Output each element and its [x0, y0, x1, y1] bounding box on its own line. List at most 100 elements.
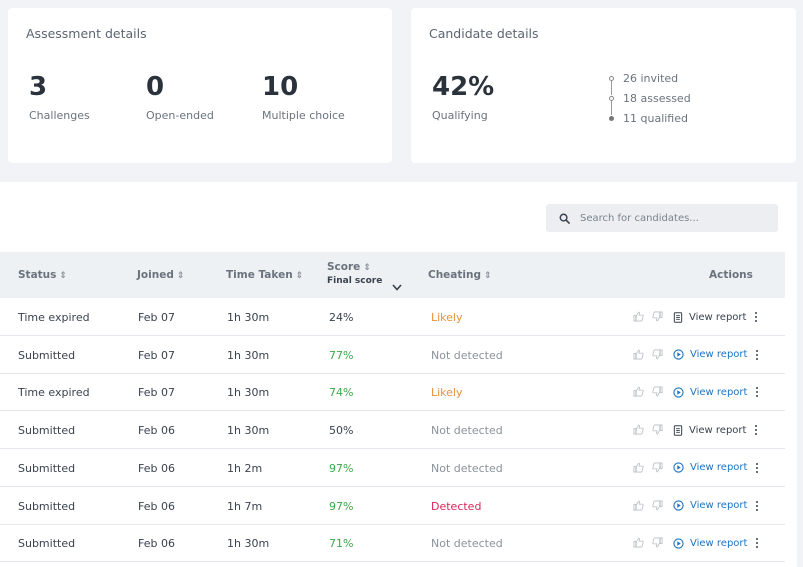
play-icon — [673, 387, 687, 398]
view-report-label: View report — [690, 500, 748, 511]
table-row[interactable]: Submitted Feb 06 1h 30m 71% Not detected View… — [0, 524, 785, 563]
more-options-icon[interactable] — [755, 349, 759, 360]
view-report-button[interactable]: View report — [673, 349, 747, 360]
stat-qualifying: 42% Qualifying — [432, 72, 494, 122]
thumbs-up-icon[interactable] — [633, 462, 645, 474]
thumbs-up-icon[interactable] — [633, 311, 645, 323]
stat-label: Open-ended — [146, 109, 214, 122]
row-actions: View report — [633, 421, 758, 439]
view-report-button[interactable]: View report — [673, 425, 746, 436]
search-icon — [552, 213, 576, 224]
score-cell: 24% — [329, 311, 354, 324]
thumbs-down-icon[interactable] — [652, 386, 664, 398]
header-cheating[interactable]: Cheating ⇕ — [428, 269, 492, 281]
thumbs-up-icon[interactable] — [633, 500, 645, 512]
joined-cell: Feb 06 — [138, 537, 175, 551]
view-report-button[interactable]: View report — [673, 312, 746, 323]
stat-value: 10 — [262, 72, 299, 102]
funnel-qualified: 11 qualified — [609, 108, 691, 128]
thumbs-down-icon[interactable] — [652, 424, 664, 436]
funnel-invited: 26 invited — [609, 68, 691, 95]
more-options-icon[interactable] — [755, 500, 759, 511]
cheating-cell: Likely — [431, 386, 463, 400]
funnel-dot-icon — [609, 95, 614, 101]
time-taken-cell: 1h 30m — [227, 311, 270, 324]
thumbs-down-icon[interactable] — [652, 349, 664, 361]
assessment-details-card: Assessment details 3 Challenges 0 Open-e… — [8, 8, 392, 163]
header-time-taken[interactable]: Time Taken ⇕ — [226, 269, 303, 281]
time-taken-cell: 1h 2m — [227, 461, 263, 475]
funnel-connector — [611, 81, 612, 95]
table-row[interactable]: Submitted Feb 07 1h 30m 77% Not detected View… — [0, 336, 785, 374]
score-cell: 71% — [329, 537, 354, 551]
funnel-connector — [611, 101, 612, 115]
header-status[interactable]: Status ⇕ — [18, 269, 67, 281]
header-score[interactable]: Score ⇕ Final score — [327, 261, 382, 286]
view-report-button[interactable]: View report — [673, 538, 747, 549]
thumbs-down-icon[interactable] — [652, 462, 664, 474]
stat-value: 0 — [146, 72, 165, 102]
time-taken-cell: 1h 7m — [227, 499, 263, 513]
search-input[interactable] — [580, 212, 770, 224]
thumbs-up-icon[interactable] — [633, 349, 645, 361]
sort-icon: ⇕ — [295, 271, 304, 281]
cheating-cell: Not detected — [431, 348, 503, 362]
thumbs-up-icon[interactable] — [633, 424, 645, 436]
row-actions: View report — [633, 497, 759, 515]
funnel-dot-icon — [609, 75, 614, 81]
more-options-icon[interactable] — [755, 462, 759, 473]
header-label: Joined — [137, 269, 174, 281]
thumbs-down-icon[interactable] — [652, 500, 664, 512]
table-row[interactable]: Submitted Feb 06 1h 2m 97% Not detected View … — [0, 449, 785, 487]
header-label: Score — [327, 261, 361, 273]
play-icon — [673, 538, 687, 549]
thumbs-up-icon[interactable] — [633, 537, 645, 549]
score-cell: 74% — [329, 386, 354, 400]
qualifying-label: Qualifying — [432, 109, 488, 122]
more-options-icon[interactable] — [755, 387, 759, 398]
view-report-label: View report — [690, 349, 748, 361]
sort-icon: ⇕ — [176, 271, 185, 281]
candidate-details-title: Candidate details — [429, 26, 539, 41]
view-report-label: View report — [690, 386, 748, 398]
sort-icon: ⇕ — [59, 271, 67, 281]
header-label: Cheating — [428, 269, 481, 281]
candidate-search[interactable] — [546, 204, 778, 232]
qualifying-percent: 42% — [432, 72, 495, 102]
candidates-panel: Status⇕ Joined⇕ Time Taken⇕ Score⇕ Final… — [0, 182, 797, 567]
header-joined[interactable]: Joined ⇕ — [137, 269, 184, 281]
document-icon — [673, 311, 686, 323]
table-row[interactable]: Submitted Feb 06 1h 7m 97% Detected View repo… — [0, 487, 785, 525]
stat-label: Multiple choice — [262, 109, 345, 122]
time-taken-cell: 1h 30m — [227, 424, 270, 438]
table-row[interactable]: Time expired Feb 07 1h 30m 24% Likely View re… — [0, 298, 785, 336]
thumbs-down-icon[interactable] — [652, 311, 664, 323]
more-options-icon[interactable] — [754, 312, 758, 322]
view-report-button[interactable]: View report — [673, 387, 747, 398]
view-report-button[interactable]: View report — [673, 500, 747, 511]
table-row[interactable]: Submitted Feb 06 1h 30m 50% Not detected View… — [0, 411, 785, 450]
stat-label: Challenges — [29, 109, 90, 122]
more-options-icon[interactable] — [755, 538, 759, 549]
joined-cell: Feb 06 — [138, 424, 175, 438]
chevron-down-icon[interactable] — [392, 276, 402, 295]
candidate-details-card: Candidate details 42% Qualifying 26 invi… — [411, 8, 796, 163]
more-options-icon[interactable] — [754, 425, 758, 436]
funnel-assessed: 18 assessed — [609, 88, 691, 115]
view-report-label: View report — [689, 311, 747, 323]
view-report-label: View report — [690, 537, 748, 549]
view-report-label: View report — [689, 424, 747, 436]
cheating-cell: Not detected — [431, 424, 503, 438]
header-label: Actions — [709, 269, 753, 281]
time-taken-cell: 1h 30m — [227, 348, 270, 362]
view-report-button[interactable]: View report — [673, 462, 747, 473]
header-label: Status — [18, 269, 57, 281]
funnel-dot-icon — [609, 115, 614, 121]
assessment-details-title: Assessment details — [26, 26, 147, 41]
cheating-cell: Detected — [431, 499, 482, 513]
table-row[interactable]: Time expired Feb 07 1h 30m 74% Likely View re… — [0, 373, 785, 412]
funnel-text: 26 invited — [623, 71, 679, 85]
thumbs-up-icon[interactable] — [633, 386, 645, 398]
thumbs-down-icon[interactable] — [652, 537, 664, 549]
score-cell: 97% — [329, 461, 354, 475]
